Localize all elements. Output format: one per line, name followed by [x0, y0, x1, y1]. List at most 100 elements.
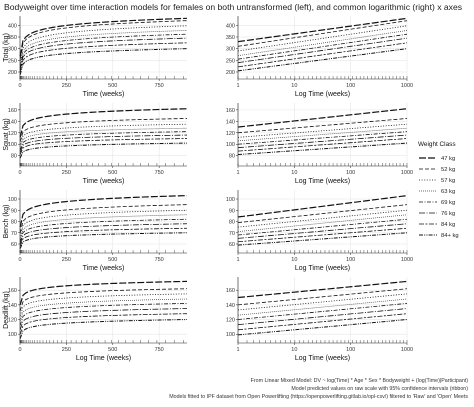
x-tick-label: 750	[155, 347, 164, 353]
y-axis-title: Squat (kg)	[3, 118, 10, 150]
x-axis-title: Log Time (weeks)	[76, 355, 131, 362]
x-tick-label: 1000	[401, 170, 413, 176]
series-line-76kg	[19, 134, 188, 153]
y-axis-title: Total (kg)	[3, 33, 10, 62]
series-line-63kg	[19, 30, 188, 66]
series-line-84kg	[237, 42, 408, 68]
y-tick-label: 140	[8, 119, 17, 125]
x-tick-label: 1	[236, 83, 239, 89]
x-tick-label: 500	[108, 170, 117, 176]
x-tick-label: 1	[236, 257, 239, 263]
series-line-84kg	[19, 142, 188, 159]
y-tick-label: 120	[226, 318, 235, 324]
series-line-52kg	[19, 204, 188, 233]
panel-8: 100 120 140 160 1 10 100 1000 Log Time (weeks)	[226, 277, 413, 362]
y-axis-title: Bench (kg)	[3, 205, 10, 239]
series-line-76kg	[19, 223, 188, 245]
series-line-57kg	[237, 123, 408, 138]
y-tick-label: 250	[8, 58, 17, 64]
series-line-57kg	[19, 209, 188, 237]
y-tick-label: 70	[229, 231, 235, 237]
legend-label: 52 kg	[441, 167, 455, 173]
y-tick-label: 100	[8, 332, 17, 338]
series-line-84kg	[237, 232, 408, 246]
legend-label: 84+ kg	[441, 233, 459, 239]
legend-label: 69 kg	[441, 200, 455, 206]
x-tick-label: 0	[18, 170, 21, 176]
x-tick-label: 500	[108, 257, 117, 263]
x-tick-label: 1	[236, 347, 239, 353]
panel-background	[20, 277, 187, 343]
x-tick-label: 750	[155, 83, 164, 89]
y-tick-label: 120	[226, 131, 235, 137]
y-axis-title: Deadlift (kg)	[3, 291, 10, 329]
rug-ticks	[237, 76, 408, 79]
y-tick-label: 140	[226, 119, 235, 125]
series-line-69kg	[237, 33, 408, 60]
series-line-63kg	[19, 214, 188, 240]
x-tick-label: 10	[291, 257, 297, 263]
rug-ticks	[19, 340, 184, 343]
series-line-47kg	[19, 280, 188, 306]
series-line-47kg	[237, 108, 408, 128]
series-line-84kg	[237, 227, 408, 243]
y-tick-label: 60	[229, 242, 235, 248]
series-line-84kg	[19, 232, 188, 249]
panel-background	[238, 277, 407, 343]
x-axis-title: Log Time (weeks)	[295, 91, 350, 98]
series-line-84kg	[19, 319, 188, 339]
x-axis-title: Time (weeks)	[83, 91, 125, 98]
x-tick-label: 100	[346, 83, 355, 89]
y-tick-label: 120	[8, 318, 17, 324]
legend-label: 76 kg	[441, 211, 455, 217]
series-line-52kg	[237, 118, 408, 134]
series-line-84kg	[19, 227, 188, 247]
rug-ticks	[19, 163, 184, 166]
x-tick-label: 250	[62, 347, 71, 353]
x-tick-label: 1000	[401, 83, 413, 89]
x-tick-label: 750	[155, 170, 164, 176]
series-line-52kg	[19, 288, 188, 311]
legend-title: Weight Class	[418, 141, 456, 148]
y-tick-label: 90	[229, 208, 235, 214]
x-tick-label: 10	[291, 170, 297, 176]
y-tick-label: 160	[226, 288, 235, 294]
x-tick-label: 1	[236, 170, 239, 176]
series-line-47kg	[237, 17, 408, 43]
legend-label: 84 kg	[441, 222, 455, 228]
y-tick-label: 120	[8, 131, 17, 137]
panel-1: 200 250 300 350 400 0 250 500 750 Time (weeks) Tot…	[3, 16, 188, 98]
y-tick-label: 160	[8, 288, 17, 294]
legend-label: 47 kg	[441, 156, 455, 162]
series-line-69kg	[19, 303, 188, 326]
series-line-76kg	[237, 134, 408, 149]
y-tick-label: 100	[8, 142, 17, 148]
panel-4: 80 100 120 140 160 1 10 100 1000 Log Time (weeks)	[226, 103, 413, 185]
y-tick-label: 100	[226, 332, 235, 338]
series-line-84kg	[237, 313, 408, 331]
x-axis-title: Log Time (weeks)	[295, 178, 350, 185]
x-tick-label: 0	[18, 347, 21, 353]
series-line-63kg	[237, 127, 408, 142]
x-tick-label: 1000	[401, 257, 413, 263]
y-tick-label: 140	[226, 303, 235, 309]
series-line-84kg	[19, 42, 188, 73]
panel-2: 200 250 300 350 400 1 10 100 1000 Log Time (weeks…	[226, 16, 413, 98]
panel-7: 100 120 140 160 0 250 500 750 Log Time (weeks) De…	[3, 277, 188, 362]
series-line-84kg	[237, 138, 408, 152]
series-line-76kg	[237, 223, 408, 239]
x-axis-title: Log Time (weeks)	[295, 265, 350, 272]
panel-background	[238, 16, 407, 79]
y-tick-label: 160	[8, 108, 17, 114]
y-tick-label: 140	[8, 303, 17, 309]
y-tick-label: 350	[8, 35, 17, 41]
y-tick-label: 300	[226, 47, 235, 53]
series-line-52kg	[19, 118, 188, 142]
y-tick-label: 100	[226, 142, 235, 148]
series-line-84kg	[237, 48, 408, 72]
x-axis-title: Log Time (weeks)	[295, 355, 350, 362]
y-tick-label: 60	[11, 242, 17, 248]
series-line-84kg	[237, 319, 408, 336]
series-line-76kg	[19, 308, 188, 330]
